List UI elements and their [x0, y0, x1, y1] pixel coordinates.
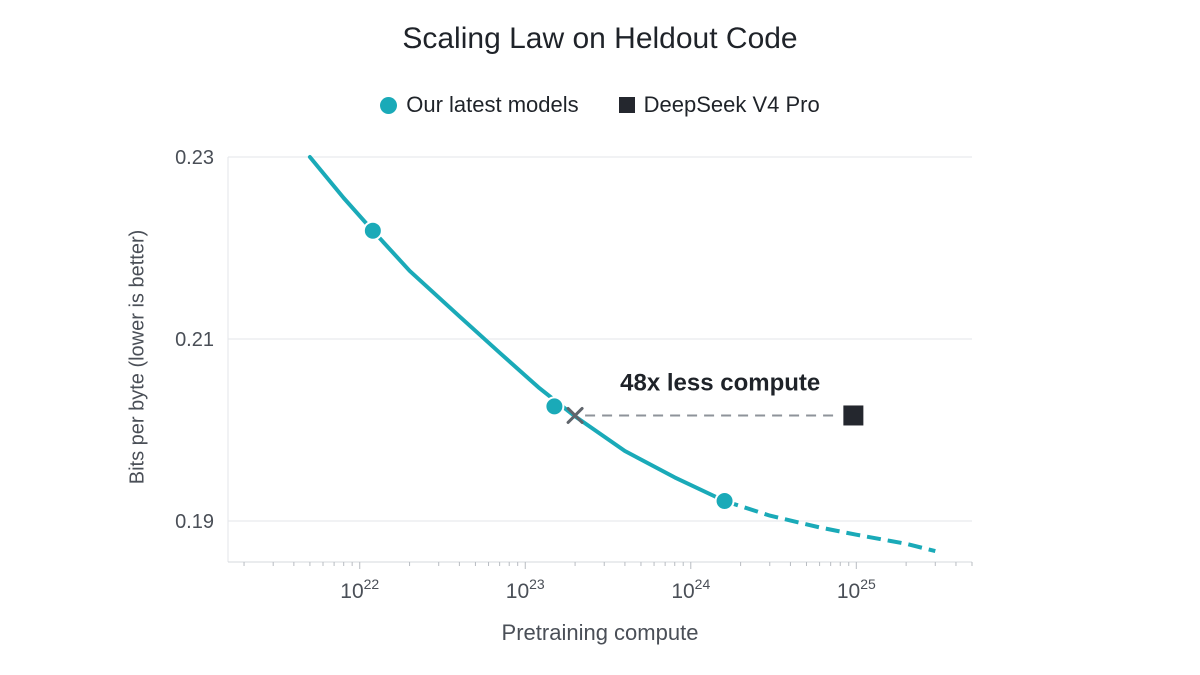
legend-item-deepseek: DeepSeek V4 Pro: [618, 92, 820, 118]
legend-circle-marker: [380, 96, 398, 114]
data-point-our-models: [544, 396, 565, 417]
annotation-x-marker: [566, 406, 584, 424]
x-tick-label: 1025: [837, 576, 876, 603]
fit-curve-dashed: [723, 499, 936, 554]
x-tick-label: 1023: [506, 576, 545, 603]
chart-title: Scaling Law on Heldout Code: [402, 22, 798, 55]
legend-item-our-models: Our latest models: [380, 92, 579, 118]
annotation-label: 48x less compute: [620, 369, 820, 396]
y-axis-label: Bits per byte (lower is better): [126, 229, 149, 485]
y-tick-label: 0.23: [175, 147, 214, 169]
x-axis-label: Pretraining compute: [501, 620, 699, 645]
chart-legend: Our latest models DeepSeek V4 Pro: [0, 92, 1200, 118]
legend-label: DeepSeek V4 Pro: [643, 92, 820, 117]
legend-label: Our latest models: [406, 92, 579, 117]
data-point-our-models: [714, 491, 735, 512]
x-tick-label: 1024: [671, 576, 710, 603]
y-tick-label: 0.19: [175, 511, 214, 533]
x-tick-label: 1022: [340, 576, 379, 603]
data-point-our-models: [362, 220, 383, 241]
data-point-deepseek: [843, 405, 864, 426]
y-tick-label: 0.21: [175, 329, 214, 351]
legend-square-marker: [618, 97, 635, 113]
fit-curve-solid: [307, 155, 727, 503]
